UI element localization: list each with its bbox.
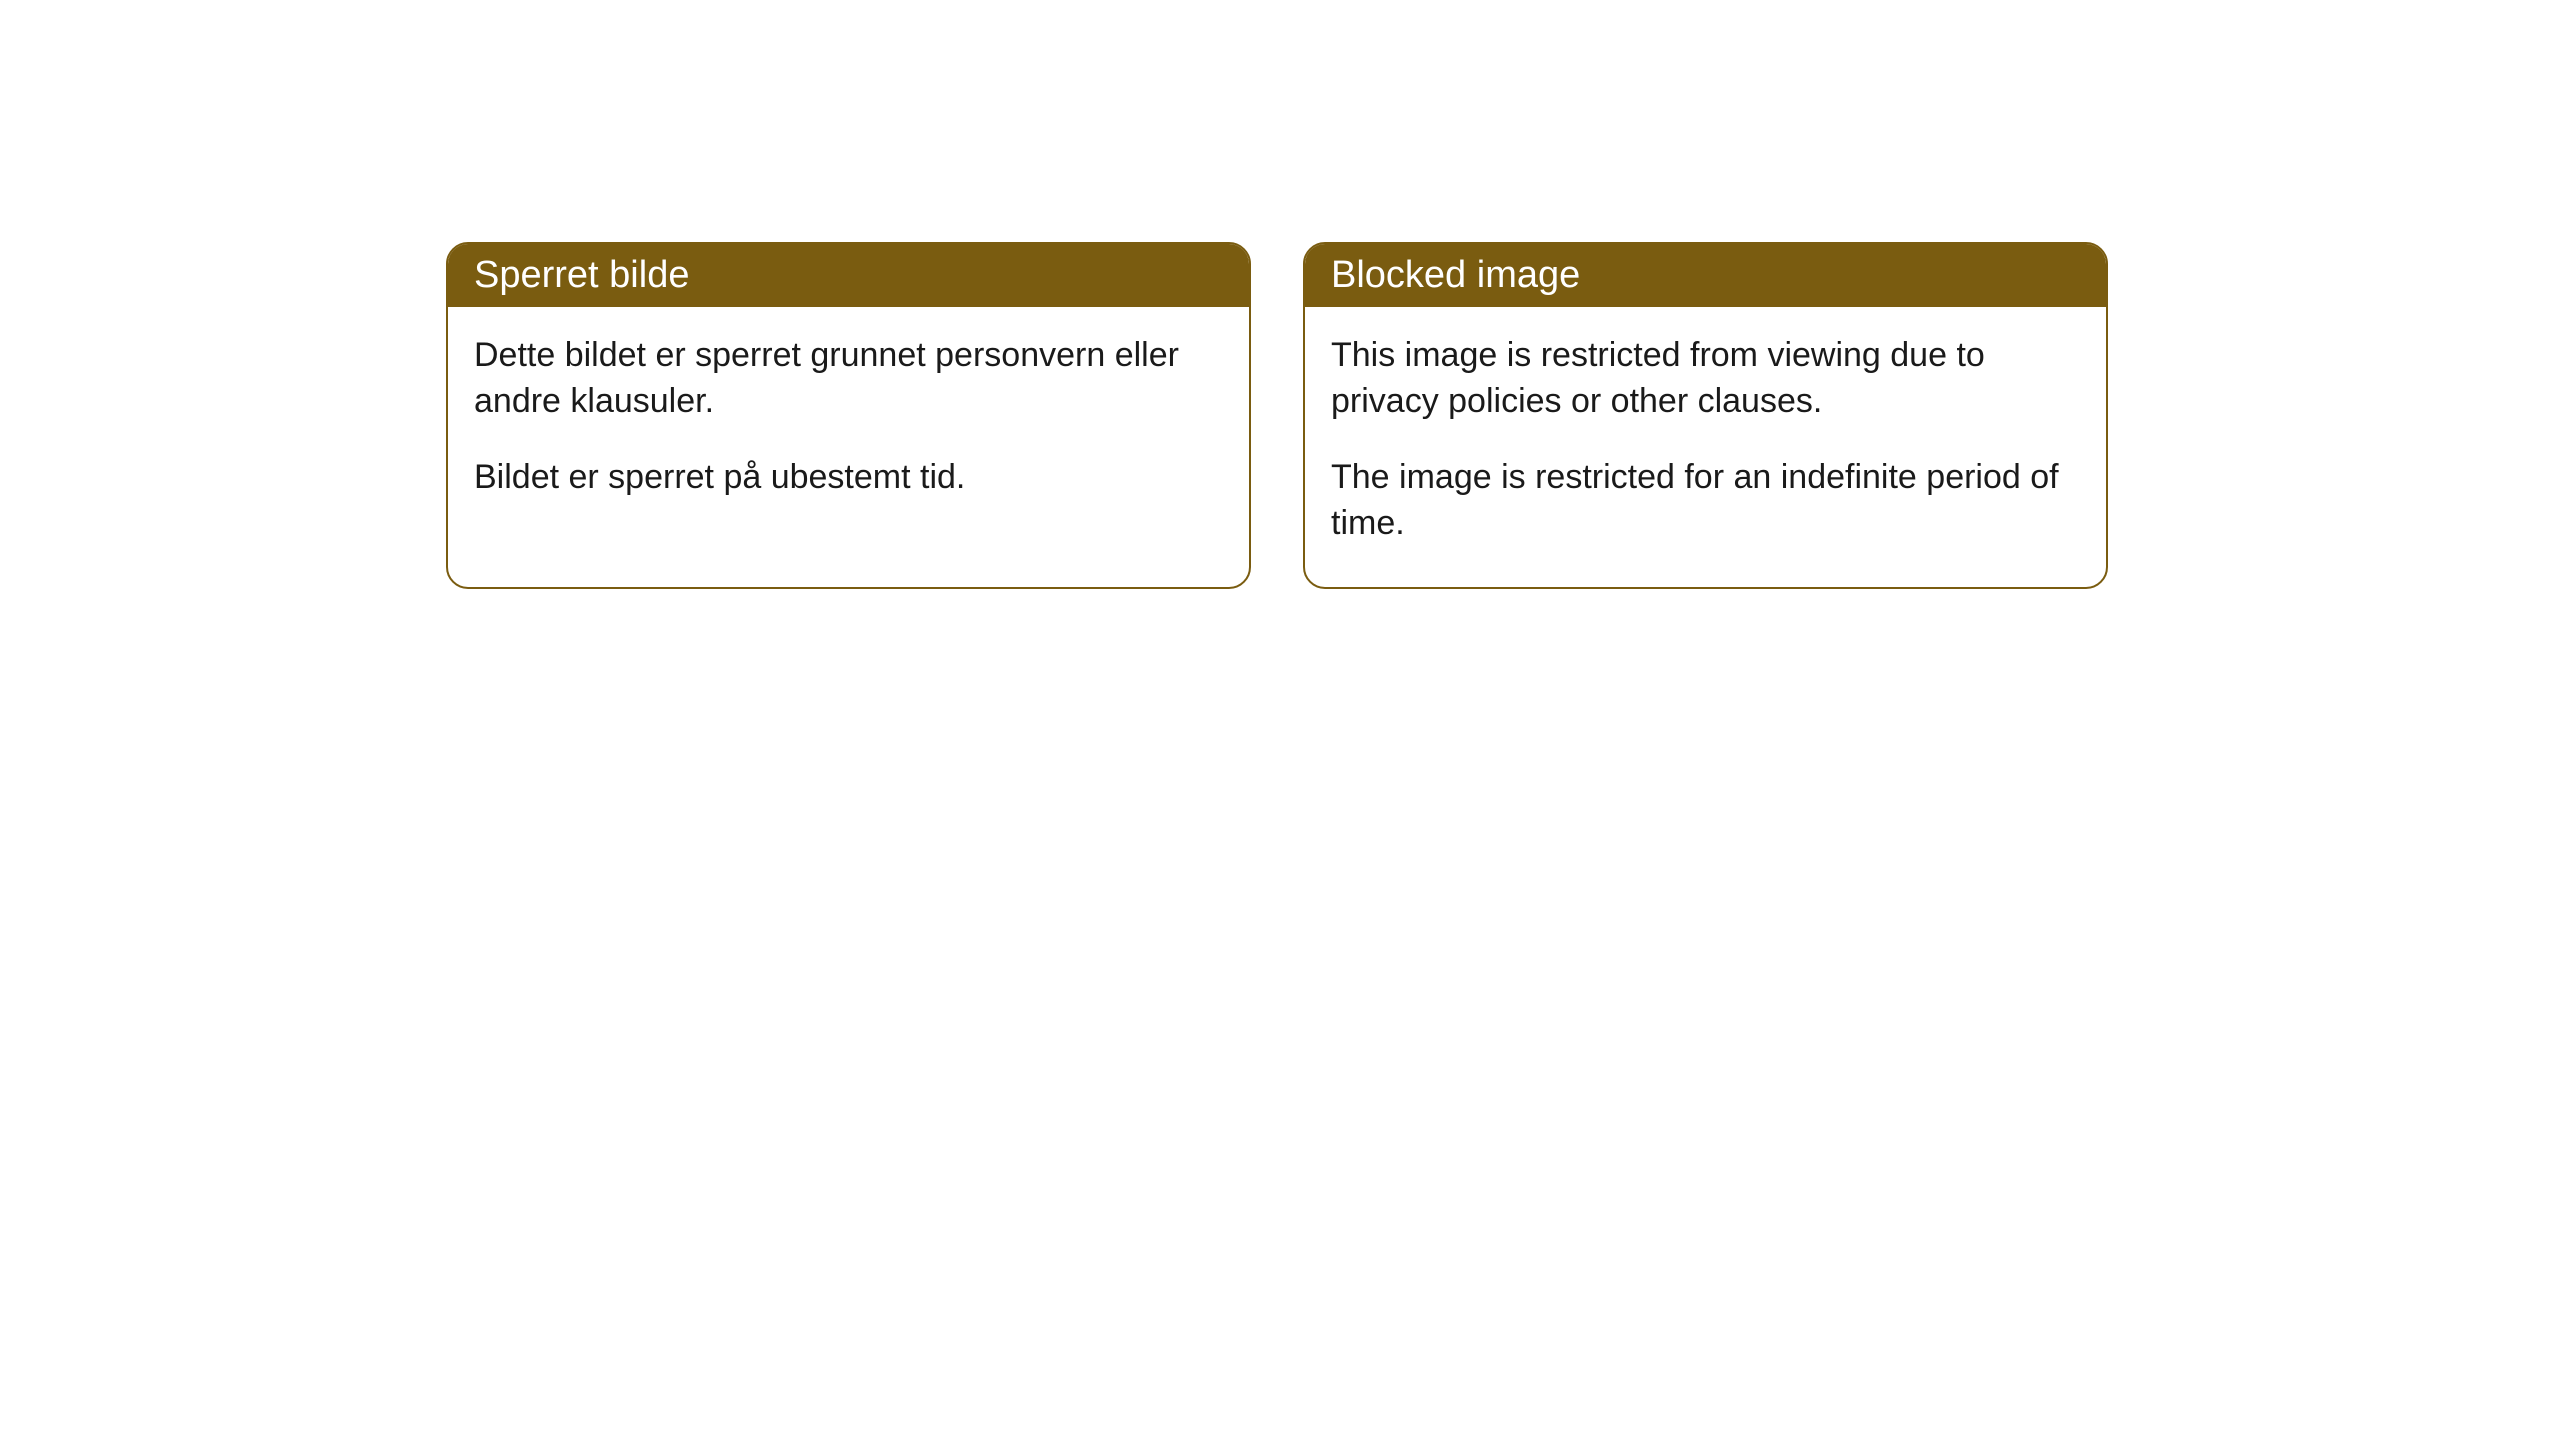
card-body-norwegian: Dette bildet er sperret grunnet personve…: [448, 307, 1249, 541]
card-paragraph: Dette bildet er sperret grunnet personve…: [474, 333, 1223, 425]
card-english: Blocked image This image is restricted f…: [1303, 242, 2108, 589]
card-paragraph: This image is restricted from viewing du…: [1331, 333, 2080, 425]
card-body-english: This image is restricted from viewing du…: [1305, 307, 2106, 587]
card-paragraph: The image is restricted for an indefinit…: [1331, 455, 2080, 547]
card-paragraph: Bildet er sperret på ubestemt tid.: [474, 455, 1223, 501]
card-norwegian: Sperret bilde Dette bildet er sperret gr…: [446, 242, 1251, 589]
cards-container: Sperret bilde Dette bildet er sperret gr…: [446, 242, 2108, 589]
card-header-english: Blocked image: [1305, 244, 2106, 307]
card-title: Sperret bilde: [474, 254, 689, 296]
card-header-norwegian: Sperret bilde: [448, 244, 1249, 307]
card-title: Blocked image: [1331, 254, 1580, 296]
